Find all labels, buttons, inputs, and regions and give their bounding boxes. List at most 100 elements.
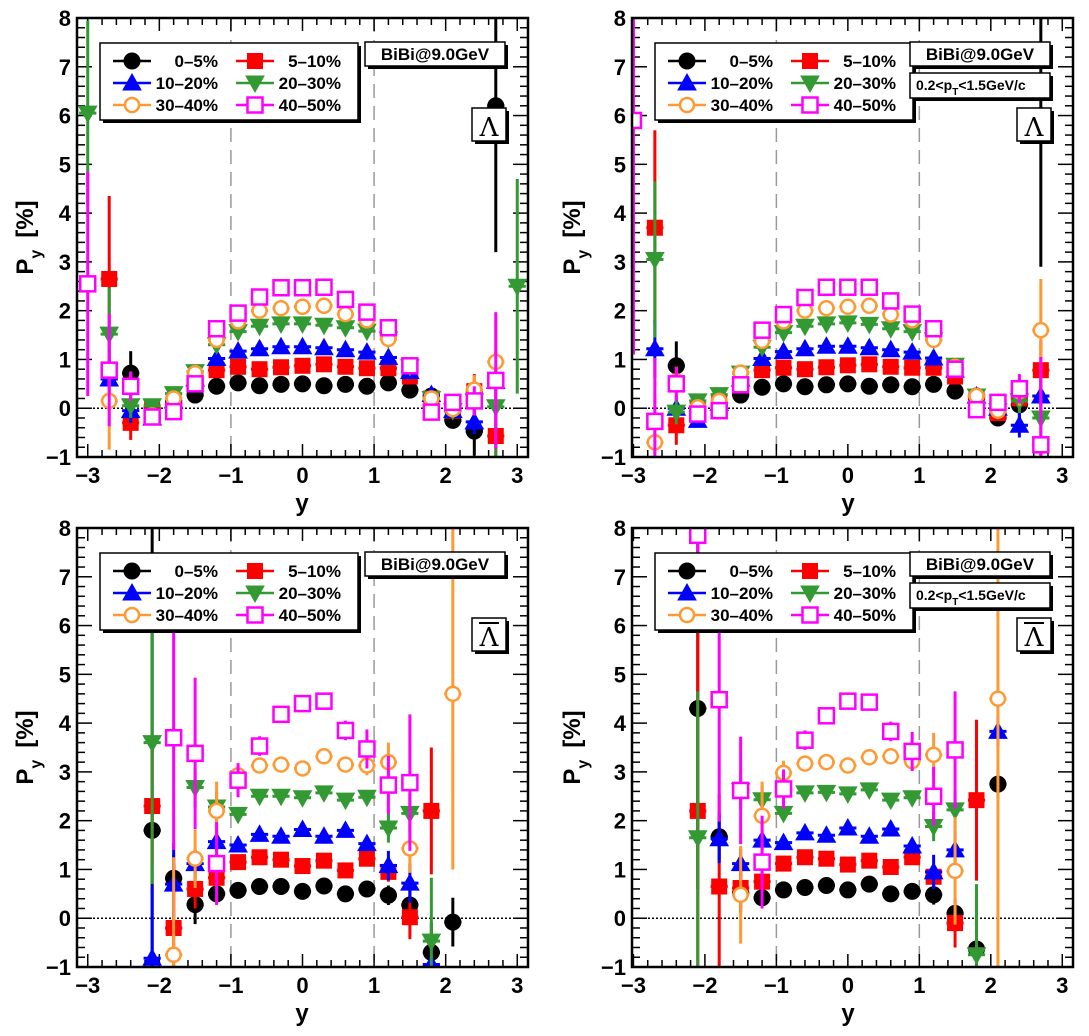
data-point xyxy=(709,814,730,864)
marker xyxy=(839,881,857,899)
marker xyxy=(294,375,311,393)
legend: 0–5% 5–10% 10–20% 20–30% 30–40% 40–50% xyxy=(99,42,361,123)
y-axis-label-unit: [%] xyxy=(12,710,39,747)
data-point xyxy=(924,319,943,338)
data-point xyxy=(315,692,333,710)
marker xyxy=(861,356,878,373)
data-point xyxy=(271,826,291,844)
marker xyxy=(464,411,485,430)
data-point xyxy=(379,374,397,392)
data-point xyxy=(837,336,858,354)
x-tick-label: −3 xyxy=(75,973,100,998)
x-tick-label: −2 xyxy=(692,973,717,998)
data-point xyxy=(378,813,399,843)
x-tick-label: 1 xyxy=(913,463,925,488)
marker xyxy=(925,886,943,904)
y-tick-label: 5 xyxy=(59,662,71,687)
data-point xyxy=(272,299,290,317)
data-point xyxy=(379,755,398,815)
data-point xyxy=(357,789,377,808)
legend-label: 30–40% xyxy=(711,606,773,625)
marker xyxy=(859,826,880,844)
marker xyxy=(796,731,814,749)
particle-label-box: Λ xyxy=(471,107,509,144)
particle-label: Λ xyxy=(1024,113,1045,143)
marker xyxy=(859,782,880,800)
marker xyxy=(358,740,376,758)
legend-marker xyxy=(123,96,141,114)
data-point xyxy=(817,278,836,297)
legend-marker xyxy=(678,96,696,114)
y-tick-label: 1 xyxy=(59,347,71,372)
data-point xyxy=(250,288,269,306)
x-tick-label: 2 xyxy=(985,973,997,998)
marker xyxy=(271,336,291,355)
marker xyxy=(667,375,686,393)
marker xyxy=(645,338,665,357)
marker xyxy=(272,278,290,297)
legend-marker xyxy=(245,585,265,604)
data-point xyxy=(465,386,484,416)
marker xyxy=(315,356,332,373)
marker xyxy=(666,404,687,423)
x-tick-label: 3 xyxy=(1056,973,1068,998)
legend-marker xyxy=(246,96,264,114)
data-point xyxy=(880,792,901,811)
data-point xyxy=(903,359,921,376)
data-points xyxy=(142,528,462,967)
marker xyxy=(207,319,226,338)
marker xyxy=(925,746,942,764)
marker xyxy=(816,316,837,334)
data-point xyxy=(860,377,878,395)
data-point xyxy=(293,278,312,297)
data-point xyxy=(774,305,793,324)
data-point xyxy=(186,375,204,393)
y-tick-label: 0 xyxy=(59,396,71,421)
data-point xyxy=(966,884,987,967)
marker xyxy=(230,854,247,871)
marker xyxy=(228,835,248,853)
marker xyxy=(989,393,1007,412)
particle-label-box: Λ xyxy=(1016,617,1054,654)
marker xyxy=(251,377,269,395)
data-point xyxy=(774,881,793,899)
legend-label: 20–30% xyxy=(834,74,896,93)
data-point xyxy=(358,729,376,769)
marker xyxy=(251,302,268,319)
data-point xyxy=(796,378,814,396)
marker xyxy=(379,374,397,392)
data-point xyxy=(444,393,462,412)
legend-marker xyxy=(246,606,264,624)
x-tick-label: 2 xyxy=(440,973,452,998)
marker xyxy=(294,357,311,374)
marker xyxy=(925,375,943,393)
data-point xyxy=(796,361,814,378)
y-tick-label: 7 xyxy=(59,55,71,80)
marker xyxy=(709,828,730,847)
marker xyxy=(229,374,247,392)
y-tick-label: 1 xyxy=(614,857,626,882)
data-points xyxy=(77,18,528,457)
y-tick-label: 7 xyxy=(59,565,71,590)
marker xyxy=(839,692,857,710)
marker xyxy=(645,251,665,270)
data-point xyxy=(250,736,269,756)
data-point xyxy=(859,826,880,844)
data-point xyxy=(335,320,356,338)
marker xyxy=(378,855,399,874)
marker xyxy=(882,306,899,323)
data-point xyxy=(335,339,356,358)
data-point xyxy=(249,338,270,357)
marker xyxy=(142,735,163,753)
marker xyxy=(487,371,505,390)
legend-label: 40–50% xyxy=(834,96,896,115)
data-point xyxy=(817,850,835,867)
marker xyxy=(121,377,140,396)
data-point xyxy=(336,862,355,879)
x-tick-label: −1 xyxy=(764,463,789,488)
y-tick-label: 8 xyxy=(614,516,626,541)
series-6 xyxy=(78,171,505,449)
marker xyxy=(378,347,399,365)
marker xyxy=(423,802,440,819)
data-point xyxy=(272,359,290,376)
